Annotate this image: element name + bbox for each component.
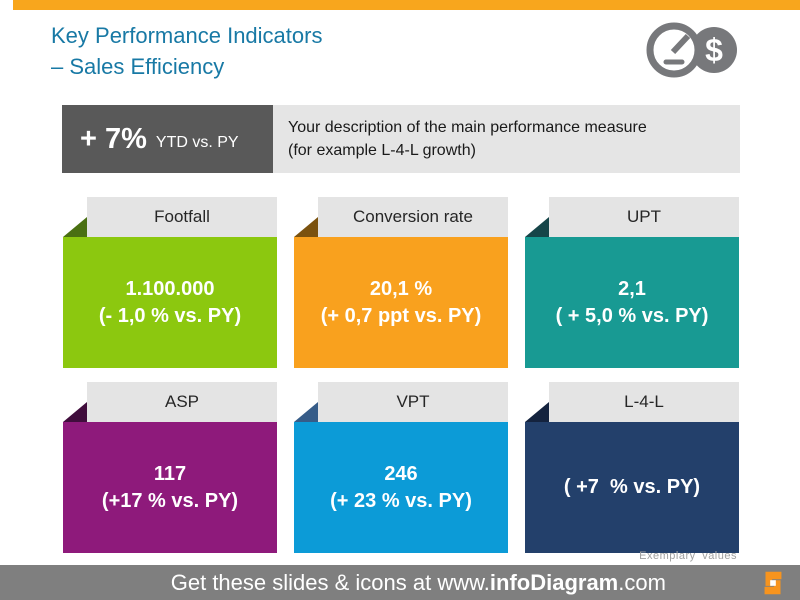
kpi-change: (+17 % vs. PY) [101,489,239,512]
kpi-card-footfall: Footfall 1.100.000 (- 1,0 % vs. PY) [63,197,277,368]
fold-corner [63,217,87,237]
speedometer-icon [646,22,702,78]
kpi-value: 20,1 % [369,277,433,300]
fold-corner [63,402,87,422]
kpi-card-upt: UPT 2,1 ( + 5,0 % vs. PY) [525,197,739,368]
description-line1: Your description of the main performance… [288,119,647,136]
fold-corner [525,402,549,422]
kpi-value: 246 [384,462,418,485]
page-title-line1: Key Performance Indicators [51,23,323,48]
kpi-card-body: 2,1 ( + 5,0 % vs. PY) [525,237,739,368]
top-accent-bar [13,0,800,10]
fold-corner [294,217,318,237]
footnote: Exemplary values [639,550,737,562]
fold-corner [525,217,549,237]
kpi-change: (+ 23 % vs. PY) [330,489,472,512]
kpi-value: 1.100.000 [125,277,215,300]
headline-value: + 7% [80,122,147,155]
footer-bar: Get these slides & icons at www.infoDiag… [0,565,800,600]
page-title-line2: – Sales Efficiency [51,54,225,79]
footer-text-prefix: Get these slides & icons at www. [170,569,490,595]
kpi-change: ( + 5,0 % vs. PY) [555,304,709,327]
kpi-value: 117 [153,462,187,485]
kpi-change: (- 1,0 % vs. PY) [98,304,242,327]
footer-link[interactable]: Get these slides & icons at www.infoDiag… [134,544,666,600]
kpi-card-label: VPT [318,382,508,422]
footer-brand: infoDiagram [489,569,619,595]
kpi-card-label: ASP [87,382,277,422]
kpi-card-body: 117 (+17 % vs. PY) [63,422,277,553]
headline-caption: YTD vs. PY [155,133,239,151]
kpi-card-l4l: L-4-L ( +7 % vs. PY) [525,382,739,553]
kpi-change: ( +7 % vs. PY) [563,476,701,498]
headline-description-box: Your description of the main performance… [273,105,740,173]
footer-text-suffix: .com [618,569,666,595]
kpi-card-label: Footfall [87,197,277,237]
kpi-change: (+ 0,7 ppt vs. PY) [320,304,482,327]
dollar-coin-icon: $ [691,27,737,73]
fold-corner [294,402,318,422]
page-title: Key Performance Indicators – Sales Effic… [51,20,322,82]
kpi-card-body: ( +7 % vs. PY) [525,422,739,553]
kpi-card-label: L-4-L [549,382,739,422]
kpi-card-label: UPT [549,197,739,237]
headline-kpi-box: + 7% YTD vs. PY [62,105,273,173]
gauge-dollar-icon: $ [646,22,737,78]
kpi-card-vpt: VPT 246 (+ 23 % vs. PY) [294,382,508,553]
kpi-card-body: 246 (+ 23 % vs. PY) [294,422,508,553]
kpi-card-label: Conversion rate [318,197,508,237]
kpi-card-asp: ASP 117 (+17 % vs. PY) [63,382,277,553]
kpi-card-conversion-rate: Conversion rate 20,1 % (+ 0,7 ppt vs. PY… [294,197,508,368]
description-line2: (for example L-4-L growth) [288,142,476,159]
kpi-value: 2,1 [618,277,646,300]
infodiagram-logo-icon [764,571,782,595]
kpi-card-body: 1.100.000 (- 1,0 % vs. PY) [63,237,277,368]
svg-text:$: $ [705,32,723,68]
kpi-card-body: 20,1 % (+ 0,7 ppt vs. PY) [294,237,508,368]
